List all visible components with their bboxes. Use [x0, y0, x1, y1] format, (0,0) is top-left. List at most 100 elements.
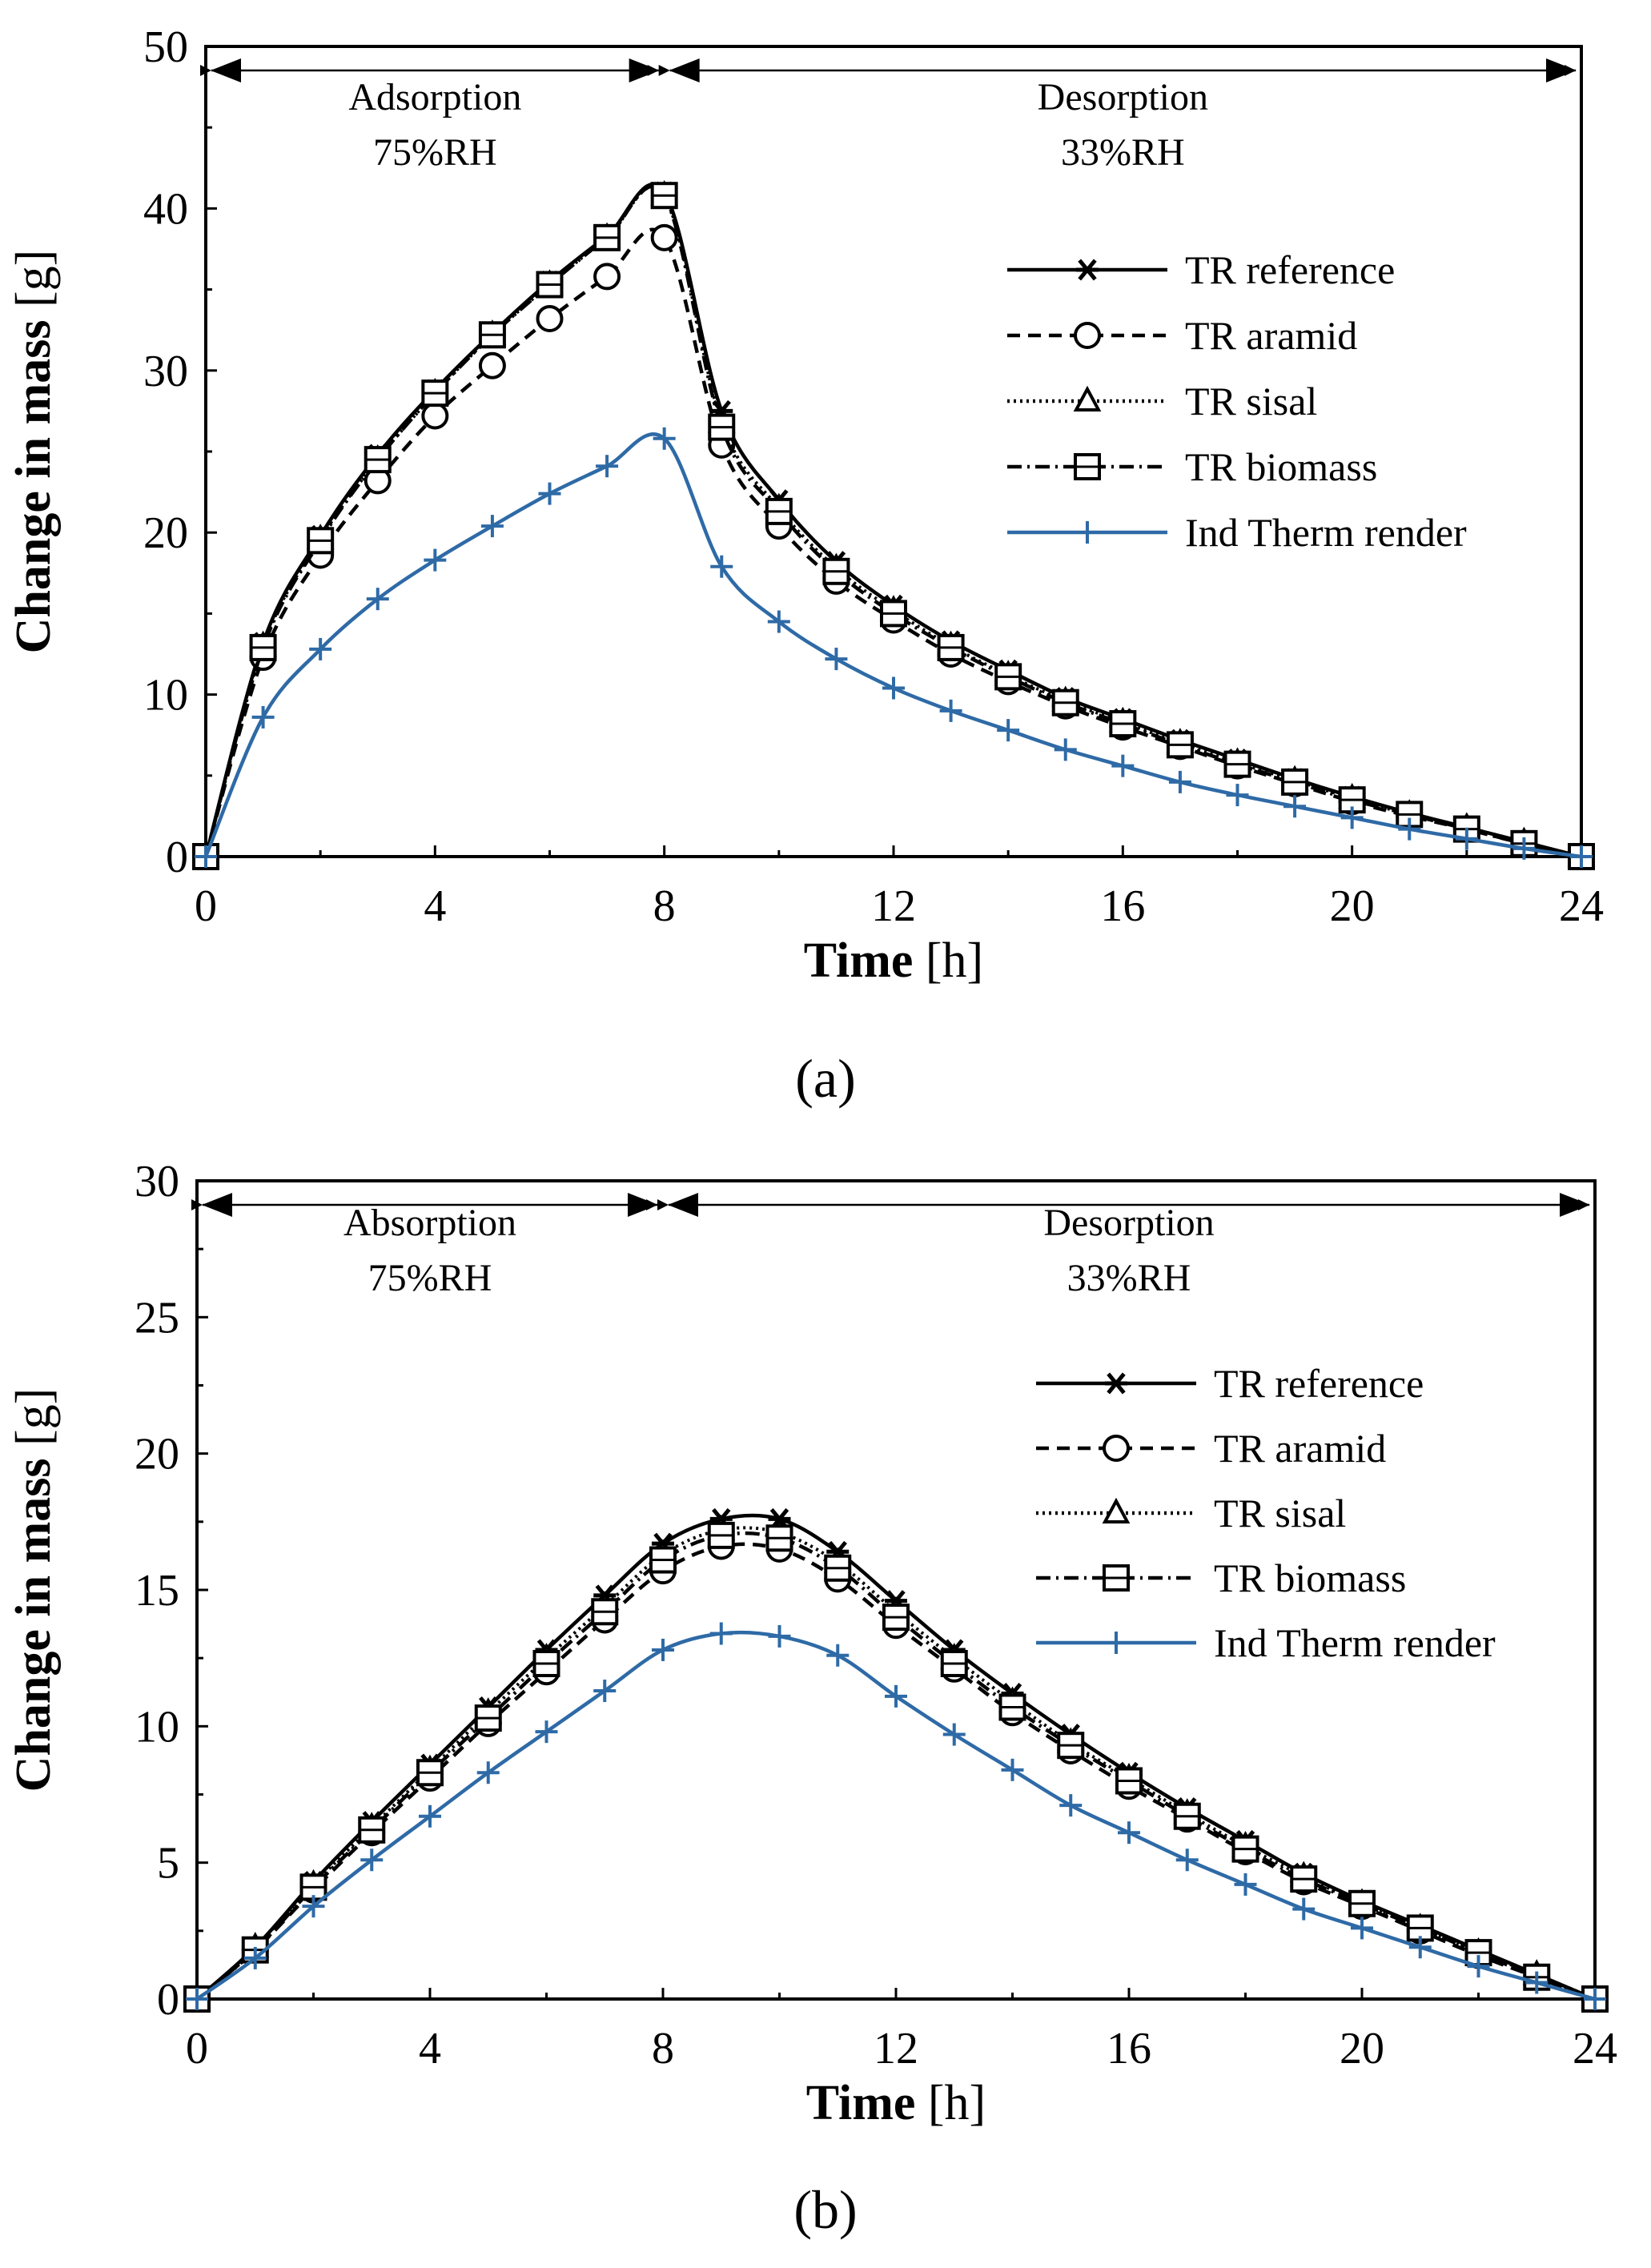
data-point [1290, 1865, 1318, 1893]
data-point [1115, 1767, 1143, 1795]
panel-caption: (b) [793, 2179, 857, 2240]
y-axis-label-unit: [g] [6, 1388, 61, 1459]
data-point [1525, 1971, 1549, 1994]
data-point [710, 555, 733, 578]
data-point [1408, 1936, 1432, 1959]
series-line [195, 1630, 1596, 2001]
data-point [882, 676, 905, 700]
data-point [536, 271, 564, 299]
legend-marker [1103, 1435, 1130, 1462]
series-group [191, 179, 1596, 870]
data-point [364, 446, 392, 474]
legend: TR reference TR aramid TR sisal TR biomass I… [1007, 247, 1467, 555]
data-point [767, 610, 790, 633]
phase-arrow-head-left [211, 58, 241, 82]
legend-marker [1074, 453, 1101, 480]
x-tick-label: 8 [652, 2024, 674, 2073]
data-point [997, 719, 1020, 742]
x-tick-label: 20 [1340, 2024, 1384, 2073]
data-point [1168, 770, 1191, 793]
data-point [1051, 688, 1079, 717]
y-axis-label-main: Change in mass [6, 319, 61, 653]
x-tick-label: 0 [195, 881, 217, 931]
data-point [1057, 1732, 1085, 1760]
data-point [476, 1761, 500, 1784]
x-tick-label: 0 [186, 2024, 208, 2073]
data-point [1054, 738, 1077, 761]
data-point [1166, 731, 1194, 759]
y-tick-label: 30 [135, 1157, 179, 1206]
data-point [882, 1604, 910, 1632]
data-point [536, 305, 564, 333]
legend-marker [1105, 1372, 1127, 1395]
data-point [825, 648, 848, 671]
data-point [653, 427, 676, 450]
data-point [1173, 1802, 1201, 1830]
x-tick-label: 8 [653, 881, 676, 931]
phase-arrow-head-left [668, 1193, 698, 1217]
data-point [1396, 801, 1424, 829]
x-axis-label-unit: [h] [915, 2076, 986, 2130]
phase-condition: 75%RH [368, 1257, 492, 1299]
x-tick-label: 20 [1330, 881, 1375, 931]
data-point [942, 1723, 966, 1746]
data-point [826, 1644, 850, 1667]
data-point [591, 1598, 619, 1626]
data-point [421, 402, 449, 430]
legend-marker [1105, 1632, 1127, 1654]
data-point [593, 223, 621, 251]
data-point [1351, 1917, 1373, 1940]
data-point [478, 351, 506, 379]
series-line [203, 432, 1582, 859]
data-point [885, 1684, 907, 1708]
legend-marker [1073, 385, 1102, 411]
series-ind-therm-render [195, 427, 1593, 868]
data-point [243, 1946, 267, 1969]
y-axis-label-unit: [g] [6, 250, 61, 320]
data-point [824, 1554, 852, 1582]
x-axis: 0 4 8 12 16 20 24 [195, 845, 1604, 931]
data-point [1118, 1821, 1140, 1845]
x-axis-label: Time [h] [806, 2076, 986, 2130]
x-tick-label: 16 [1100, 881, 1145, 931]
data-point [1283, 795, 1307, 818]
y-tick-label: 10 [143, 671, 188, 721]
data-point [1570, 845, 1593, 868]
data-point [474, 1704, 502, 1732]
x-axis-label: Time [h] [804, 933, 983, 988]
y-tick-label: 10 [135, 1702, 179, 1752]
data-point [593, 1680, 617, 1703]
phase-name: Absorption [343, 1202, 516, 1244]
y-tick-label: 0 [166, 833, 188, 882]
data-point [765, 1524, 793, 1552]
data-point [195, 845, 217, 868]
data-point [302, 1895, 325, 1918]
y-axis: 0 5 10 15 20 25 30 [135, 1157, 208, 2025]
phase-arrow-head-right [628, 1193, 658, 1217]
y-axis-label-main: Change in mass [6, 1458, 61, 1792]
legend-label: Ind Therm render [1214, 1620, 1496, 1665]
x-axis-label-main: Time [804, 933, 914, 988]
y-tick-label: 20 [143, 508, 188, 558]
legend-marker [1102, 1497, 1131, 1523]
phase-name: Desorption [1043, 1202, 1214, 1244]
data-point [358, 1816, 386, 1844]
data-point [596, 455, 619, 478]
data-point [249, 633, 277, 661]
data-point [366, 588, 389, 611]
phase-arrow-head-right [629, 58, 660, 82]
data-point [532, 1649, 560, 1677]
legend-label: TR aramid [1185, 313, 1357, 358]
x-tick-label: 24 [1573, 2024, 1617, 2073]
data-point [1584, 1988, 1606, 2010]
y-tick-label: 40 [143, 184, 188, 234]
data-point [1234, 1873, 1257, 1896]
series-ind-therm-render [186, 1622, 1606, 2010]
data-point [822, 557, 850, 585]
x-tick-label: 12 [871, 881, 916, 931]
series-group [183, 1507, 1609, 2013]
phase-arrow-head-right [1560, 1193, 1590, 1217]
data-point [1223, 750, 1251, 778]
y-tick-label: 20 [135, 1430, 179, 1479]
data-point [1348, 1889, 1376, 1917]
